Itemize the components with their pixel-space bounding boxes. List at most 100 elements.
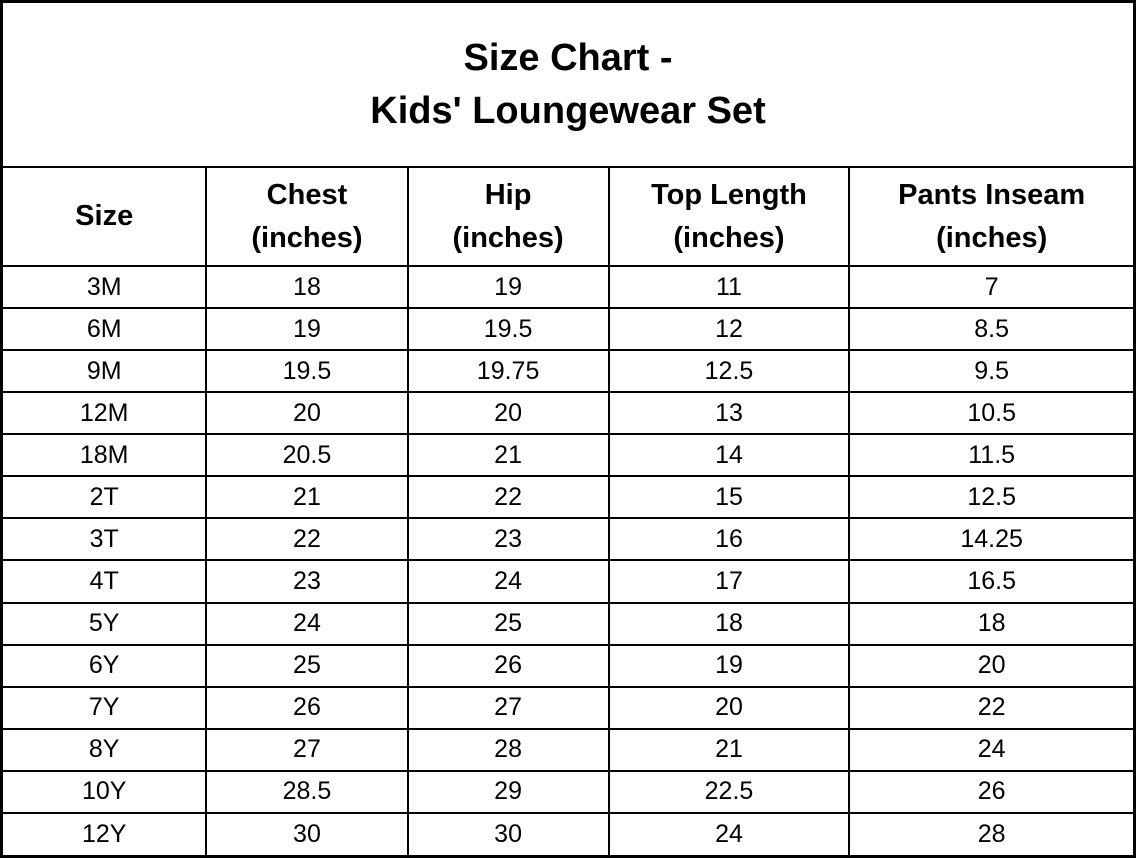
top-length-cell: 11 [607, 264, 851, 310]
hip-cell: 30 [406, 811, 610, 855]
chest-cell: 19 [205, 307, 409, 352]
chest-cell: 24 [205, 601, 409, 646]
hip-cell: 24 [406, 559, 610, 604]
pants-inseam-cell: 14.25 [848, 517, 1133, 562]
size-cell: 7Y [3, 685, 208, 730]
hip-cell: 29 [406, 769, 610, 814]
header-label: Hip [484, 179, 532, 212]
table-row: 5Y 24 25 18 18 [3, 601, 1133, 646]
size-cell: 5Y [3, 601, 208, 646]
table-row: 3M 18 19 11 7 [3, 264, 1133, 310]
top-length-cell: 21 [607, 727, 851, 772]
chest-cell: 20 [205, 391, 409, 436]
header-unit: (inches) [251, 221, 363, 254]
top-length-cell: 12 [607, 307, 851, 352]
chest-cell: 22 [205, 517, 409, 562]
table-row: 2T 21 22 15 12.5 [3, 475, 1133, 520]
hip-cell: 27 [406, 685, 610, 730]
pants-inseam-cell: 20 [848, 643, 1133, 688]
hip-cell: 26 [406, 643, 610, 688]
hip-cell: 20 [406, 391, 610, 436]
header-size: Size [3, 168, 208, 267]
pants-inseam-cell: 16.5 [848, 559, 1133, 604]
top-length-cell: 19 [607, 643, 851, 688]
header-chest: Chest (inches) [205, 168, 409, 267]
top-length-cell: 17 [607, 559, 851, 604]
page-title: Size Chart - Kids' Loungewear Set [3, 3, 1133, 168]
pants-inseam-cell: 22 [848, 685, 1133, 730]
pants-inseam-cell: 10.5 [848, 391, 1133, 436]
pants-inseam-cell: 9.5 [848, 349, 1133, 394]
size-cell: 4T [3, 559, 208, 604]
chest-cell: 19.5 [205, 349, 409, 394]
title-line-2: Kids' Loungewear Set [370, 89, 766, 132]
chest-cell: 18 [205, 264, 409, 310]
size-cell: 10Y [3, 769, 208, 814]
top-length-cell: 18 [607, 601, 851, 646]
header-top-length: Top Length (inches) [607, 168, 851, 267]
chest-cell: 27 [205, 727, 409, 772]
header-hip: Hip (inches) [406, 168, 610, 267]
header-label: Top Length [651, 179, 807, 212]
pants-inseam-cell: 7 [848, 264, 1133, 310]
chest-cell: 26 [205, 685, 409, 730]
size-table: Size Chest (inches) Hip (inches) Top Len… [3, 168, 1133, 855]
hip-cell: 23 [406, 517, 610, 562]
hip-cell: 21 [406, 433, 610, 478]
header-unit: (inches) [452, 221, 564, 254]
title-line-1: Size Chart - [463, 37, 673, 80]
chest-cell: 21 [205, 475, 409, 520]
hip-cell: 19 [406, 264, 610, 310]
header-unit: (inches) [936, 221, 1048, 254]
pants-inseam-cell: 8.5 [848, 307, 1133, 352]
size-cell: 3M [3, 264, 208, 310]
table-row: 9M 19.5 19.75 12.5 9.5 [3, 349, 1133, 394]
hip-cell: 19.5 [406, 307, 610, 352]
top-length-cell: 20 [607, 685, 851, 730]
hip-cell: 19.75 [406, 349, 610, 394]
size-cell: 18M [3, 433, 208, 478]
table-row: 12Y 30 30 24 28 [3, 811, 1133, 855]
table-row: 7Y 26 27 20 22 [3, 685, 1133, 730]
size-cell: 3T [3, 517, 208, 562]
table-row: 10Y 28.5 29 22.5 26 [3, 769, 1133, 814]
hip-cell: 22 [406, 475, 610, 520]
top-length-cell: 12.5 [607, 349, 851, 394]
table-row: 6Y 25 26 19 20 [3, 643, 1133, 688]
hip-cell: 25 [406, 601, 610, 646]
chest-cell: 23 [205, 559, 409, 604]
table-row: 6M 19 19.5 12 8.5 [3, 307, 1133, 352]
header-label: Pants Inseam [898, 179, 1086, 212]
size-cell: 12M [3, 391, 208, 436]
pants-inseam-cell: 11.5 [848, 433, 1133, 478]
header-row: Size Chest (inches) Hip (inches) Top Len… [3, 168, 1133, 267]
chest-cell: 25 [205, 643, 409, 688]
size-cell: 9M [3, 349, 208, 394]
pants-inseam-cell: 12.5 [848, 475, 1133, 520]
top-length-cell: 14 [607, 433, 851, 478]
chest-cell: 20.5 [205, 433, 409, 478]
header-label: Chest [266, 179, 348, 212]
hip-cell: 28 [406, 727, 610, 772]
table-row: 3T 22 23 16 14.25 [3, 517, 1133, 562]
table-header: Size Chest (inches) Hip (inches) Top Len… [3, 168, 1133, 267]
header-unit: (inches) [673, 221, 785, 254]
top-length-cell: 24 [607, 811, 851, 855]
table-row: 4T 23 24 17 16.5 [3, 559, 1133, 604]
pants-inseam-cell: 18 [848, 601, 1133, 646]
table-row: 18M 20.5 21 14 11.5 [3, 433, 1133, 478]
top-length-cell: 16 [607, 517, 851, 562]
size-cell: 12Y [3, 811, 208, 855]
chest-cell: 30 [205, 811, 409, 855]
chest-cell: 28.5 [205, 769, 409, 814]
size-cell: 8Y [3, 727, 208, 772]
size-cell: 2T [3, 475, 208, 520]
top-length-cell: 22.5 [607, 769, 851, 814]
table-row: 8Y 27 28 21 24 [3, 727, 1133, 772]
table-row: 12M 20 20 13 10.5 [3, 391, 1133, 436]
top-length-cell: 15 [607, 475, 851, 520]
top-length-cell: 13 [607, 391, 851, 436]
size-cell: 6M [3, 307, 208, 352]
pants-inseam-cell: 26 [848, 769, 1133, 814]
